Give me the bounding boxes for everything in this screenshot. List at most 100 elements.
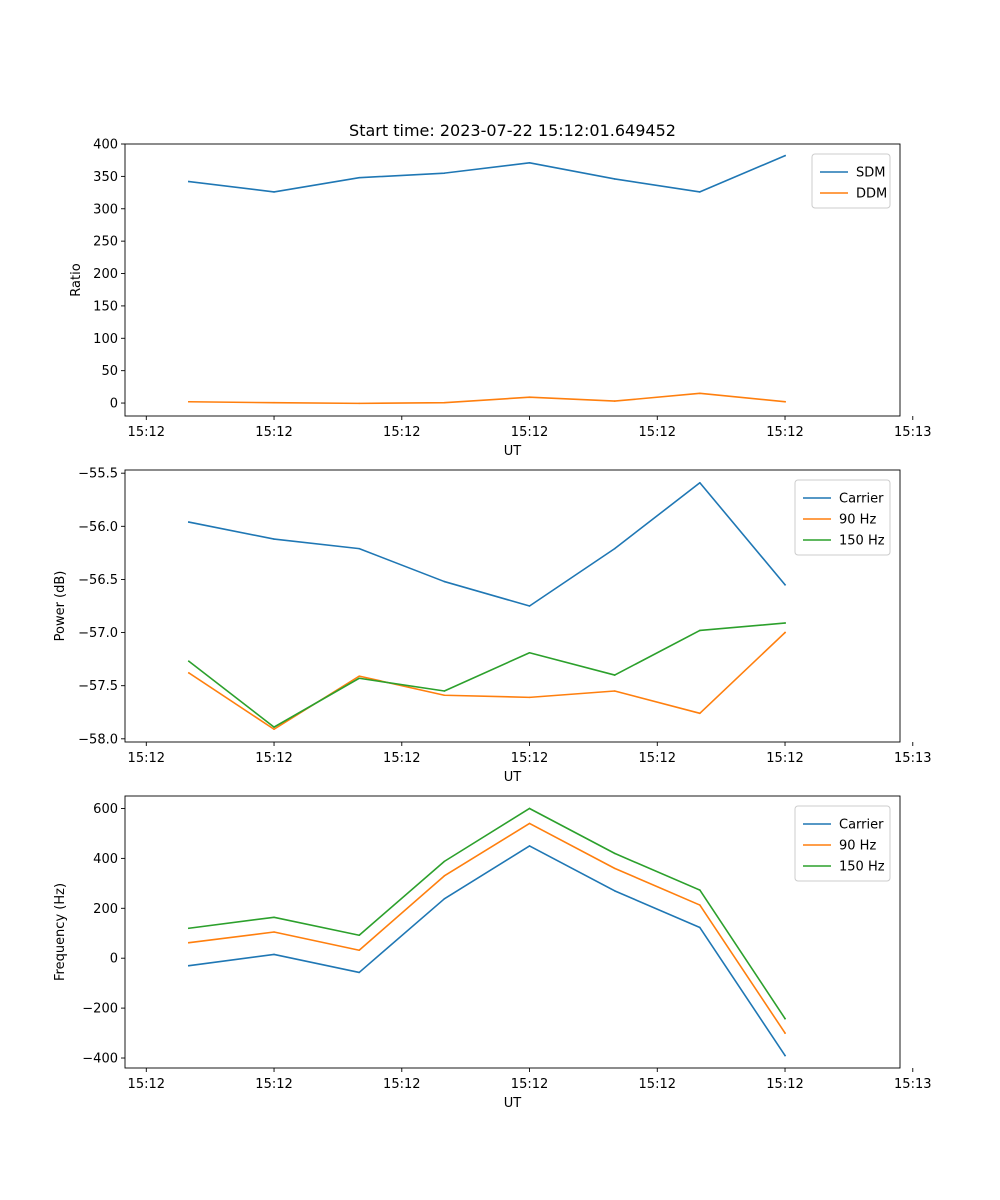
x-tick-label: 15:12 (639, 751, 676, 766)
data-point-150-hz (528, 651, 531, 654)
data-point-90-hz (784, 631, 786, 634)
y-tick-label: 400 (93, 138, 118, 153)
data-point-carrier (273, 953, 275, 956)
x-tick-label: 15:12 (255, 1077, 292, 1092)
data-point-carrier (443, 580, 446, 583)
data-point-carrier (358, 547, 361, 550)
figure-title: Start time: 2023-07-22 15:12:01.649452 (349, 121, 676, 140)
series-line-150-hz (187, 622, 786, 728)
data-point-carrier (443, 898, 446, 900)
x-tick-label: 15:12 (383, 751, 420, 766)
x-axis-label: UT (504, 444, 522, 459)
data-point-150-hz (784, 1017, 786, 1020)
x-tick-label: 15:12 (511, 1077, 548, 1092)
series-line-150-hz (187, 807, 787, 1020)
x-tick-label: 15:12 (128, 425, 165, 440)
data-point-90-hz (358, 949, 361, 952)
data-point-150-hz (699, 889, 701, 891)
data-point-sdm (699, 191, 701, 193)
legend-frame (811, 153, 891, 209)
data-point-sdm (784, 154, 786, 157)
data-point-carrier (528, 605, 531, 607)
data-point-sdm (358, 176, 361, 179)
x-tick-label: 15:12 (255, 751, 292, 766)
data-point-ddm (613, 400, 616, 402)
legend: SDM DDM (811, 153, 891, 209)
data-point-carrier (273, 538, 275, 540)
series-line-90-hz (187, 822, 787, 1035)
legend-label-carrier: Carrier (839, 818, 884, 833)
y-tick-label: 150 (93, 299, 118, 314)
legend: Carrier 90 Hz 150 Hz (794, 479, 891, 556)
data-point-sdm (443, 172, 446, 174)
data-point-carrier (784, 1054, 786, 1057)
x-tick-label: 15:12 (511, 425, 548, 440)
data-point-150-hz (443, 690, 446, 692)
data-point-90-hz (443, 875, 446, 877)
data-point-sdm (613, 178, 616, 180)
x-tick-label: 15:12 (383, 425, 420, 440)
y-tick-label: −57.0 (78, 626, 118, 641)
data-point-ddm (273, 401, 275, 404)
series-line-carrier (187, 481, 787, 607)
series-line-90-hz (187, 631, 787, 731)
x-tick-label: 15:12 (255, 425, 292, 440)
y-tick-label: 0 (110, 397, 118, 412)
data-point-150-hz (613, 852, 616, 855)
data-point-150-hz (443, 860, 446, 863)
x-tick-label: 15:12 (511, 751, 548, 766)
data-point-sdm (273, 191, 275, 193)
x-tick-label: 15:13 (894, 425, 931, 440)
data-point-150-hz (358, 934, 361, 937)
y-tick-label: 250 (93, 235, 118, 250)
x-tick-label: 15:12 (383, 1077, 420, 1092)
data-point-carrier (699, 926, 701, 929)
y-tick-label: −200 (82, 1002, 118, 1017)
data-point-150-hz (273, 916, 275, 919)
data-point-ddm (443, 401, 446, 404)
data-point-ddm (188, 400, 190, 403)
power-panel: −58.0 −57.5 −57.0 −56.5 −56.0 −55.5 15:12 15:12… (53, 467, 932, 785)
y-axis-label: Power (dB) (53, 571, 68, 642)
legend-label-carrier: Carrier (839, 492, 884, 507)
y-tick-label: 600 (93, 802, 118, 817)
data-point-90-hz (699, 712, 701, 715)
x-tick-label: 15:12 (128, 751, 165, 766)
data-point-ddm (784, 400, 786, 403)
series-line-carrier (187, 845, 787, 1057)
data-point-90-hz (528, 822, 531, 825)
x-tick-label: 15:12 (766, 425, 803, 440)
data-point-carrier (784, 583, 786, 586)
data-point-150-hz (699, 629, 701, 632)
legend-label-ddm: DDM (856, 187, 887, 202)
series-line-ddm (188, 392, 786, 405)
frequency-panel: −400 −200 0 200 400 600 15:12 15:12 15:12 15:12 15… (53, 795, 932, 1111)
axes-frame (124, 795, 901, 1069)
data-point-ddm (358, 402, 361, 405)
data-point-150-hz (188, 660, 190, 663)
y-tick-label: −56.5 (78, 573, 118, 588)
data-point-150-hz (613, 674, 616, 676)
y-tick-label: −400 (82, 1052, 118, 1067)
y-tick-label: 50 (101, 364, 118, 379)
data-point-carrier (188, 521, 190, 523)
data-point-carrier (528, 845, 531, 847)
data-point-90-hz (784, 1032, 786, 1034)
data-point-150-hz (358, 677, 361, 680)
x-tick-label: 15:13 (894, 1077, 931, 1092)
y-tick-label: 200 (93, 902, 118, 917)
axes-frame (124, 143, 901, 417)
data-point-carrier (188, 964, 190, 967)
y-axis-label: Ratio (69, 263, 84, 296)
y-tick-label: 300 (93, 202, 118, 217)
x-tick-label: 15:12 (639, 425, 676, 440)
data-point-90-hz (528, 696, 531, 699)
y-tick-label: −55.5 (78, 467, 118, 482)
y-tick-label: −57.5 (78, 679, 118, 694)
data-point-carrier (613, 890, 616, 892)
data-point-90-hz (273, 728, 275, 731)
data-point-150-hz (188, 927, 190, 930)
data-point-90-hz (699, 904, 701, 906)
data-point-90-hz (443, 694, 446, 697)
